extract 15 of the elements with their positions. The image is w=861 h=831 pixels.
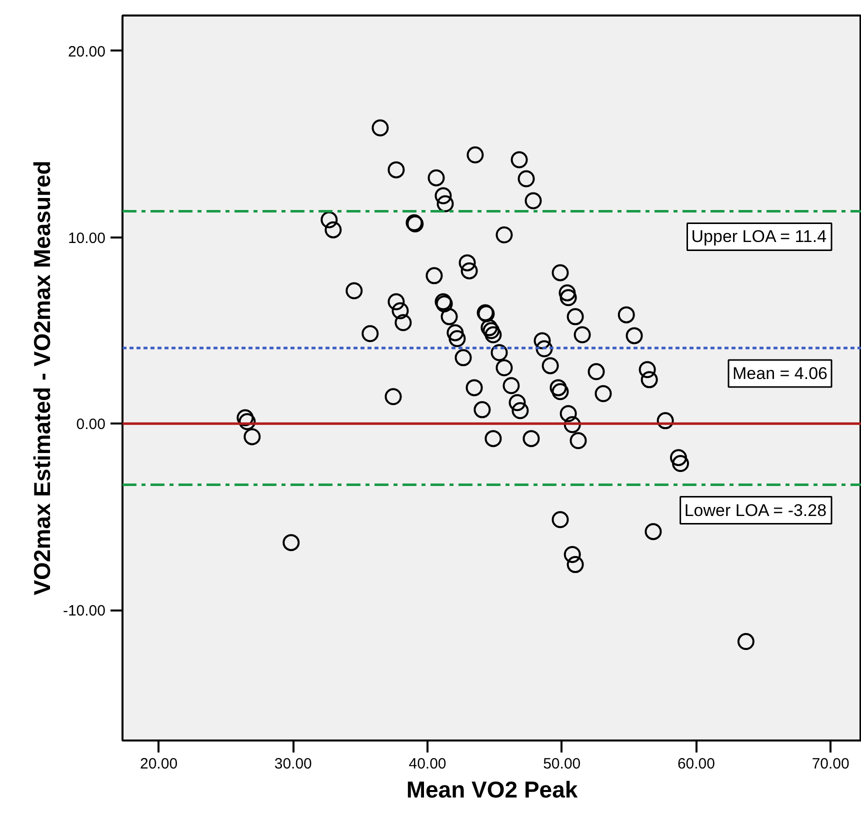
ref-line-label: Mean = 4.06 — [732, 364, 828, 383]
y-tick-label: 0.00 — [76, 416, 106, 434]
x-tick-label: 40.00 — [408, 756, 446, 772]
y-axis-title: VO2max Estimated - VO2max Measured — [28, 160, 55, 596]
x-tick-label: 50.00 — [543, 756, 581, 772]
x-tick-label: 30.00 — [274, 756, 312, 772]
y-tick-label: 10.00 — [68, 230, 106, 247]
x-tick-label: 20.00 — [140, 756, 178, 772]
y-tick-label: 20.00 — [68, 43, 106, 60]
x-axis-title: Mean VO2 Peak — [406, 776, 578, 802]
ref-line-label: Upper LOA = 11.4 — [691, 227, 827, 246]
ref-line-label: Lower LOA = -3.28 — [684, 500, 827, 520]
x-tick-label: 70.00 — [812, 756, 850, 772]
y-tick-label: -10.00 — [62, 602, 106, 620]
x-tick-label: 60.00 — [677, 756, 716, 772]
